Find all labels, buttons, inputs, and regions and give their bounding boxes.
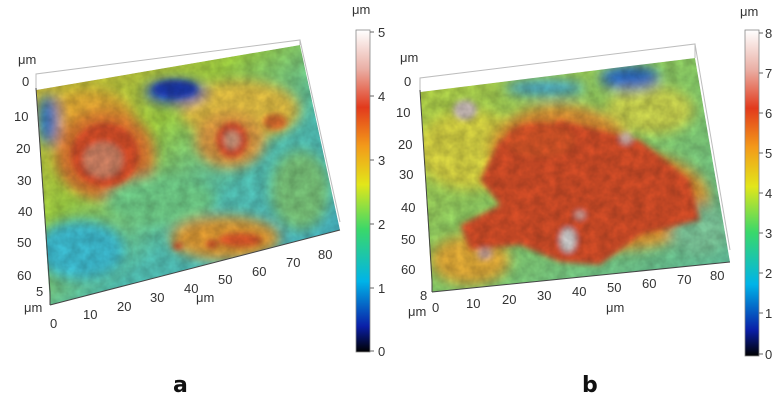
colorbar-ticks-a: [370, 31, 374, 352]
x-unit-a: μm: [196, 290, 214, 305]
z-tick-a: 5: [36, 284, 43, 299]
x-tick-b-6: 60: [642, 276, 656, 291]
y-tick-b-5: 50: [401, 232, 415, 247]
cbar-tick-b-1: 1: [765, 306, 772, 321]
x-tick-a-8: 80: [318, 247, 332, 262]
cbar-tick-a-0: 0: [378, 344, 385, 359]
panel-a: 0 10 20 30 40 50 60 μm 5 μm 0 10 20 30 4…: [14, 2, 385, 398]
cbar-tick-b-8: 8: [765, 26, 772, 41]
cbar-tick-b-6: 6: [765, 106, 772, 121]
colorbar-unit-a: μm: [352, 2, 370, 17]
y-tick-a-0: 0: [22, 74, 29, 89]
cbar-tick-a-4: 4: [378, 89, 385, 104]
cbar-tick-b-4: 4: [765, 186, 772, 201]
x-tick-a-7: 70: [286, 255, 300, 270]
cbar-tick-a-3: 3: [378, 153, 385, 168]
x-unit-b: μm: [606, 300, 624, 315]
z-unit-b: μm: [408, 304, 426, 319]
y-tick-b-2: 20: [398, 137, 412, 152]
y-tick-a-5: 50: [17, 235, 31, 250]
x-tick-a-1: 10: [83, 307, 97, 322]
panel-a-x-axis: 0 10 20 30 40 50 60 70 80 μm: [49, 229, 341, 331]
panel-label-a: a: [173, 373, 188, 398]
panel-b-z-axis: 8 μm: [408, 280, 433, 319]
panel-a-y-axis: 0 10 20 30 40 50 60 μm: [14, 52, 51, 293]
x-tick-b-2: 20: [502, 292, 516, 307]
cbar-tick-b-2: 2: [765, 266, 772, 281]
cbar-tick-b-3: 3: [765, 226, 772, 241]
y-tick-b-0: 0: [404, 74, 411, 89]
cbar-tick-a-1: 1: [378, 281, 385, 296]
x-tick-a-3: 30: [150, 290, 164, 305]
y-tick-a-4: 40: [18, 204, 32, 219]
x-tick-a-5: 50: [218, 272, 232, 287]
cbar-tick-a-5: 5: [378, 25, 385, 40]
x-tick-a-2: 20: [117, 299, 131, 314]
y-tick-a-1: 10: [14, 109, 28, 124]
x-tick-b-7: 70: [677, 272, 691, 287]
panel-b-box: [419, 43, 731, 251]
x-tick-b-1: 10: [466, 296, 480, 311]
y-unit-a: μm: [18, 52, 36, 67]
x-tick-b-0: 0: [432, 300, 439, 315]
panel-b-y-axis: 0 10 20 30 40 50 60 μm: [396, 50, 433, 281]
colorbar-b: μm 8 7 6 5 4 3 2 1 0: [740, 4, 772, 362]
cbar-tick-b-5: 5: [765, 146, 772, 161]
y-tick-b-6: 60: [401, 262, 415, 277]
z-unit-a: μm: [24, 300, 42, 315]
panel-b: 0 10 20 30 40 50 60 μm 8 μm 0 10 20 30 4…: [396, 4, 772, 398]
cbar-tick-a-2: 2: [378, 217, 385, 232]
y-tick-b-1: 10: [396, 105, 410, 120]
colorbar-ticks-b: [759, 32, 763, 355]
x-tick-b-8: 80: [710, 268, 724, 283]
colorbar-gradient-b: [744, 29, 760, 357]
x-tick-b-5: 50: [607, 280, 621, 295]
x-tick-a-4: 40: [184, 281, 198, 296]
colorbar-unit-b: μm: [740, 4, 758, 19]
y-tick-b-3: 30: [399, 167, 413, 182]
x-tick-a-6: 60: [252, 264, 266, 279]
surface-map-a: [36, 45, 340, 305]
x-tick-b-3: 30: [537, 288, 551, 303]
x-tick-b-4: 40: [572, 284, 586, 299]
y-tick-b-4: 40: [401, 200, 415, 215]
y-tick-a-2: 20: [16, 141, 30, 156]
x-tick-a-0: 0: [50, 316, 57, 331]
z-tick-b: 8: [420, 288, 427, 303]
panel-a-box: [35, 39, 341, 223]
y-tick-a-6: 60: [17, 268, 31, 283]
cbar-tick-b-0: 0: [765, 347, 772, 362]
colorbar-a: μm 5 4 3 2 1 0: [352, 2, 385, 359]
surface-map-b: [420, 58, 730, 292]
colorbar-gradient-a: [355, 29, 371, 353]
y-tick-a-3: 30: [17, 173, 31, 188]
panel-label-b: b: [582, 373, 598, 398]
panel-a-z-axis: 5 μm: [24, 284, 51, 315]
cbar-tick-b-7: 7: [765, 66, 772, 81]
y-unit-b: μm: [400, 50, 418, 65]
panel-b-x-axis: 0 10 20 30 40 50 60 70 80 μm: [431, 261, 731, 315]
